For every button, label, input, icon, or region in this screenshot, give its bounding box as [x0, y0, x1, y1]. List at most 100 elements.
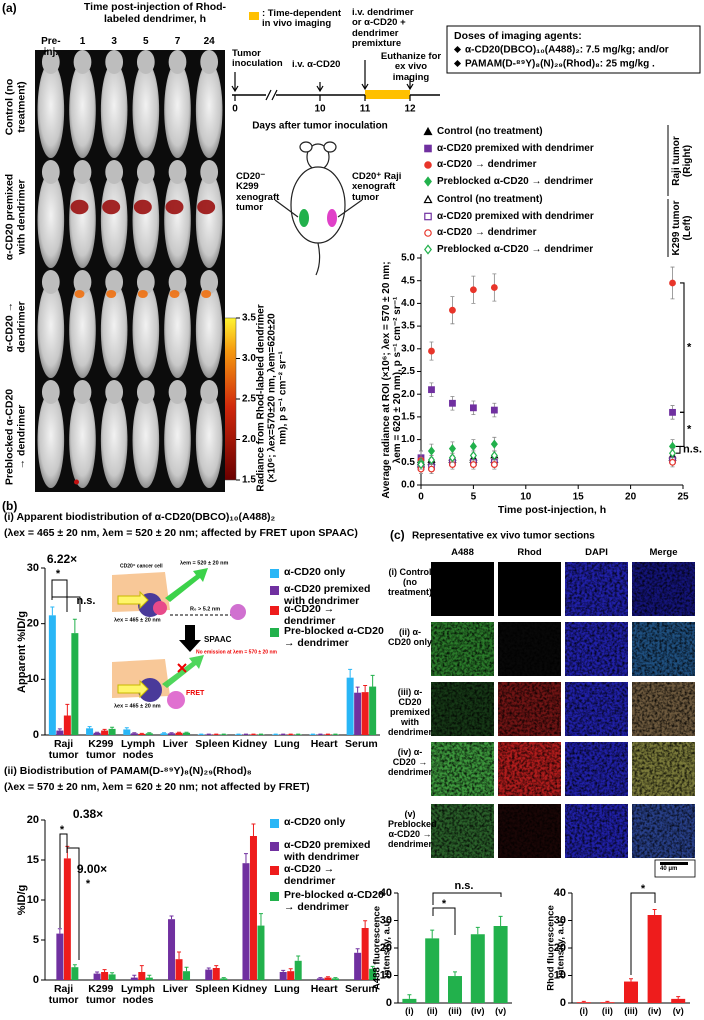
column-label: 24 [203, 36, 215, 47]
x-tick-label: (i) [579, 1006, 589, 1016]
bar [316, 734, 324, 735]
legend-marker [423, 126, 433, 136]
y-tick-label: 3.5 [401, 321, 415, 332]
column-label: DAPI [585, 547, 608, 558]
mouse-head [136, 380, 155, 404]
marker [448, 453, 456, 463]
mouse-head [105, 50, 124, 74]
schematic-label: SPAAC [204, 635, 232, 644]
scale-bar [660, 862, 688, 865]
micrograph [498, 562, 561, 616]
legend-group-label: K299 tumor (Left) [671, 200, 693, 256]
error-bar [206, 967, 211, 970]
imaging-window [365, 90, 410, 99]
bar [56, 933, 64, 980]
bar [324, 977, 332, 980]
x-tick-label: 25 [677, 492, 689, 503]
mouse [164, 62, 191, 158]
signal-spot [165, 199, 184, 215]
mouse-head [41, 160, 60, 184]
timeline-legend: : Time-dependent in vivo imaging [262, 8, 341, 30]
marker [428, 386, 435, 394]
marker [669, 408, 676, 416]
bar [309, 734, 317, 735]
schematic-label: λex = 465 ± 20 nm [114, 703, 161, 709]
x-tick-label: (iii) [624, 1006, 638, 1016]
row-label: Control (no treatment) [3, 78, 27, 136]
annotation: 9.00× [77, 862, 107, 876]
annotation: * [641, 883, 646, 895]
micrograph-texture [431, 622, 494, 676]
error-bar [50, 606, 55, 616]
micrograph-texture [565, 742, 628, 796]
error-bar [676, 996, 681, 999]
bar [63, 715, 71, 735]
mouse [100, 282, 128, 378]
micrograph-texture [431, 742, 494, 796]
bar [249, 734, 257, 735]
y-tick-label: 15 [27, 854, 39, 866]
signal-spot [201, 290, 212, 298]
colorbar-tick-label: 1.5 [242, 475, 256, 486]
error-bar [95, 971, 100, 974]
micrograph-texture [431, 804, 494, 858]
legend-label: α-CD20 → dendrimer [284, 603, 336, 627]
x-tick-label: Raji tumor [48, 738, 79, 762]
mouse-head [41, 270, 60, 294]
bar [160, 733, 168, 735]
error-bar [296, 955, 301, 961]
error-bar [57, 928, 62, 934]
y-tick-label: 4.0 [401, 298, 415, 309]
error-bar [132, 974, 137, 978]
legend-swatch [270, 892, 279, 901]
bar [220, 978, 228, 980]
row-label: α-CD20 → dendrimer [3, 301, 27, 353]
marker [470, 404, 477, 412]
error-bar [95, 731, 100, 733]
bullet [453, 45, 462, 54]
legend-label: α-CD20 premixed with dendrimer [437, 210, 594, 222]
marker [427, 455, 436, 465]
mouse-head [200, 270, 219, 294]
bar [647, 915, 662, 1003]
marker [428, 465, 435, 473]
mouse [132, 62, 160, 158]
chart-title: (i) Apparent biodistribution of α-CD20(D… [4, 511, 276, 523]
column-label: 5 [143, 36, 149, 47]
colorbar-tick-label: 2.5 [242, 394, 256, 405]
error-bar [184, 731, 189, 733]
bar [287, 971, 295, 980]
x-tick-label: (iii) [448, 1006, 462, 1016]
signal-spot [169, 290, 180, 298]
error-bar [162, 732, 167, 734]
colorbar-tick-label: 3.0 [242, 353, 256, 364]
bar [168, 919, 176, 980]
bar [205, 734, 213, 735]
x-tick-label: 5 [471, 492, 477, 503]
mouse [164, 282, 191, 378]
timeline-tick: 12 [404, 104, 416, 115]
bar [86, 728, 94, 735]
bullet [453, 59, 462, 68]
legend-label: Control (no treatment) [437, 194, 543, 205]
significance-bracket [52, 596, 81, 612]
mouse-head [105, 160, 124, 184]
x-tick-label: 10 [520, 492, 532, 503]
error-bar [110, 972, 115, 975]
schematic-label: R₀ > 5.2 nm [190, 606, 220, 612]
y-tick-label: 1.0 [401, 434, 415, 445]
legend-label: α-CD20 → dendrimer [437, 159, 537, 170]
marker [490, 439, 498, 449]
mouse [100, 62, 128, 158]
bar [183, 732, 191, 735]
marker [470, 286, 477, 294]
error-bar [355, 686, 360, 693]
bar [493, 926, 508, 1003]
legend-swatch [270, 842, 279, 851]
y-tick-label: 2.5 [401, 366, 415, 377]
x-tick-label: 15 [573, 492, 585, 503]
signal-spot [197, 199, 216, 215]
x-tick-label: 0 [418, 492, 424, 503]
y-tick-label: 20 [27, 814, 39, 826]
